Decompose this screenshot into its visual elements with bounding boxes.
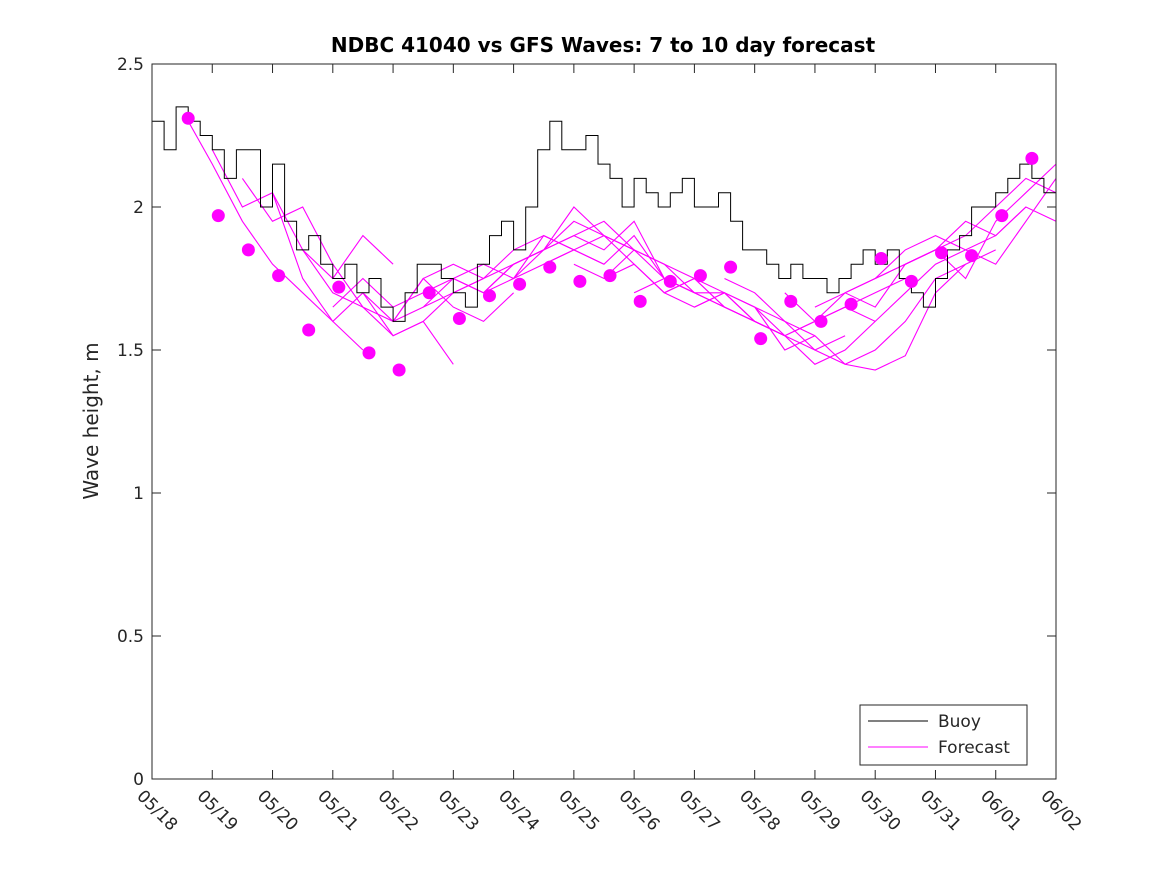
forecast-point-14 (603, 269, 617, 283)
legend-box (859, 704, 1028, 766)
forecast-point-21 (814, 314, 828, 328)
forecast-point-8 (422, 286, 436, 300)
forecast-point-15 (633, 294, 647, 308)
forecast-run-line-22 (844, 163, 1057, 294)
chart-title: NDBC 41040 vs GFS Waves: 7 to 10 day for… (331, 33, 876, 57)
forecast-point-0 (181, 111, 195, 125)
forecast-point-9 (452, 312, 466, 325)
forecast-point-13 (573, 274, 587, 288)
y-tick-label-2: 1 (133, 484, 144, 504)
forecast-point-18 (724, 260, 738, 274)
y-axis-label: Wave height, m (79, 342, 103, 499)
forecast-point-26 (965, 249, 979, 263)
forecast-point-27 (995, 209, 1009, 223)
forecast-point-19 (754, 332, 768, 346)
y-tick-label-3: 1.5 (117, 341, 144, 361)
forecast-point-3 (272, 269, 286, 283)
forecast-point-16 (663, 274, 677, 288)
forecast-point-25 (935, 246, 948, 260)
y-tick-label-5: 2.5 (117, 55, 144, 75)
plot-area (152, 64, 1056, 779)
forecast-run-line-19 (754, 249, 996, 371)
forecast-run-line-23 (874, 178, 1057, 279)
forecast-point-23 (874, 252, 888, 265)
data-layer (152, 106, 1057, 377)
forecast-point-4 (302, 323, 316, 337)
axes-box (151, 63, 1057, 780)
forecast-point-20 (784, 294, 798, 308)
forecast-point-28 (1025, 151, 1039, 165)
forecast-run-line-24 (905, 206, 1057, 265)
forecast-point-22 (844, 297, 858, 311)
forecast-point-24 (904, 274, 918, 288)
y-tick-label-4: 2 (133, 198, 144, 218)
forecast-point-11 (513, 277, 527, 291)
forecast-point-7 (392, 363, 406, 377)
y-tick-label-0: 0 (133, 770, 144, 790)
forecast-point-6 (362, 346, 376, 360)
forecast-point-12 (543, 260, 557, 274)
forecast-point-10 (483, 289, 496, 303)
legend-buoy-label: Buoy (938, 712, 981, 732)
forecast-point-2 (241, 243, 255, 257)
forecast-point-1 (211, 209, 225, 223)
forecast-point-5 (332, 280, 346, 294)
y-tick-label-1: 0.5 (117, 627, 144, 647)
forecast-point-17 (693, 269, 707, 283)
legend-forecast-label: Forecast (938, 738, 1010, 758)
legend: Buoy Forecast (859, 704, 1028, 766)
